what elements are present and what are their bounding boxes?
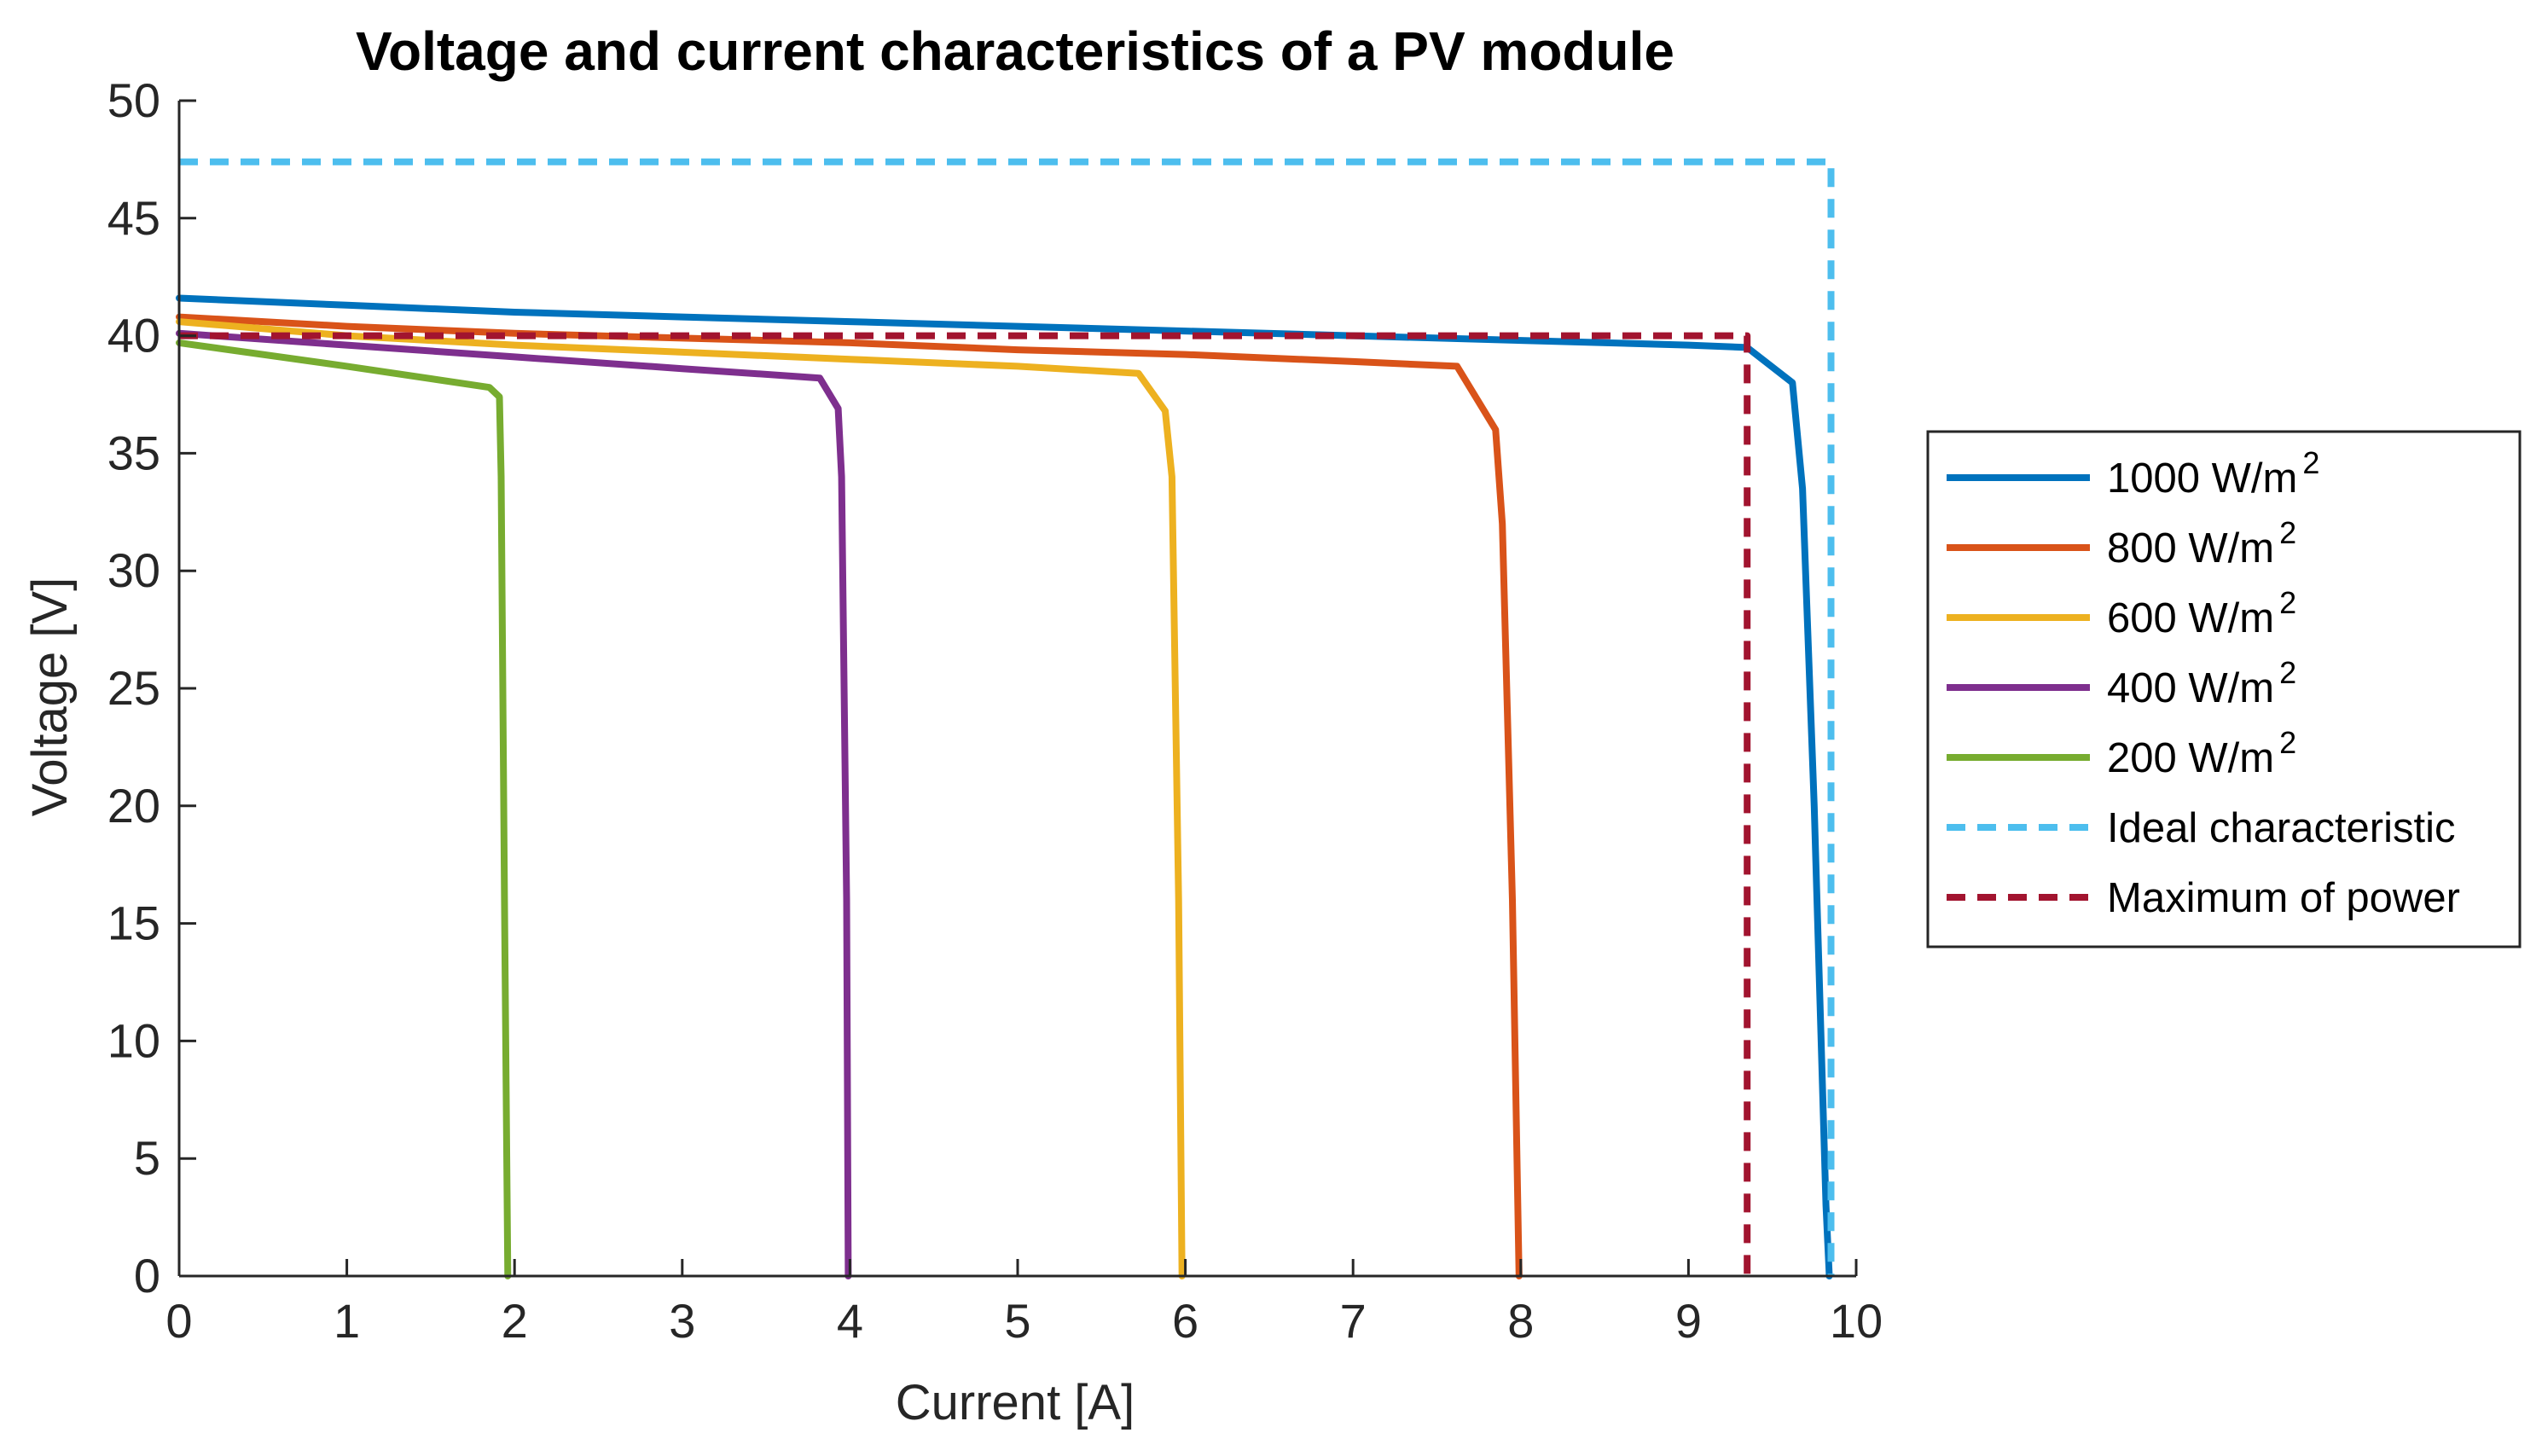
y-tick-label: 15 [107, 896, 160, 950]
legend-label: Ideal characteristic [2107, 805, 2456, 851]
x-axis-label: Current [A] [896, 1375, 1135, 1430]
y-tick-label: 10 [107, 1013, 160, 1067]
x-tick-label: 0 [165, 1294, 192, 1348]
y-tick-label: 50 [107, 73, 160, 127]
legend-superscript: 2 [2279, 655, 2296, 690]
x-tick-label: 6 [1172, 1294, 1198, 1348]
y-tick-label: 20 [107, 779, 160, 832]
y-tick-label: 0 [134, 1249, 160, 1302]
series-line-800-w-m [176, 313, 1523, 1279]
x-tick-label: 10 [1830, 1294, 1883, 1348]
x-tick-label: 3 [669, 1294, 695, 1348]
series-line-200-w-m [176, 339, 512, 1279]
x-tick-label: 7 [1340, 1294, 1367, 1348]
series-line-400-w-m [176, 329, 852, 1279]
y-tick-label: 45 [107, 191, 160, 245]
series-line-maximum-of-power [179, 332, 1751, 1276]
x-tick-label: 2 [502, 1294, 528, 1348]
x-tick-label: 4 [837, 1294, 863, 1348]
y-tick-label: 35 [107, 426, 160, 479]
legend-superscript: 2 [2279, 725, 2296, 760]
legend-superscript: 2 [2279, 515, 2296, 550]
series-line-1000-w-m [176, 294, 1833, 1279]
legend-superscript: 2 [2279, 585, 2296, 620]
x-tick-label: 5 [1004, 1294, 1030, 1348]
legend-superscript: 2 [2302, 445, 2319, 480]
legend-label: Maximum of power [2107, 875, 2460, 921]
series-line-600-w-m [176, 318, 1186, 1279]
y-tick-label: 5 [134, 1131, 160, 1185]
y-axis-label: Voltage [V] [22, 577, 78, 817]
x-tick-label: 8 [1507, 1294, 1534, 1348]
chart-title: Voltage and current characteristics of a… [356, 20, 1674, 82]
x-tick-label: 1 [334, 1294, 360, 1348]
x-tick-label: 9 [1675, 1294, 1702, 1348]
y-tick-label: 25 [107, 661, 160, 715]
y-tick-label: 40 [107, 309, 160, 363]
y-tick-label: 30 [107, 543, 160, 597]
